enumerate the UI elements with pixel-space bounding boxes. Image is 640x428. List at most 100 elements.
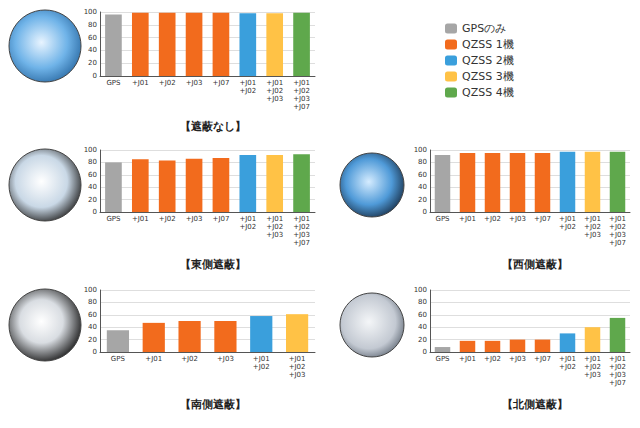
svg-text:100: 100 <box>84 8 97 16</box>
svg-text:+J07: +J07 <box>293 103 310 111</box>
svg-text:+J01: +J01 <box>239 79 256 87</box>
svg-text:+J03: +J03 <box>509 215 526 223</box>
svg-text:+J03: +J03 <box>266 231 283 239</box>
svg-text:+J02: +J02 <box>239 87 256 95</box>
svg-text:+J02: +J02 <box>159 79 176 87</box>
svg-text:+J03: +J03 <box>186 215 203 223</box>
svg-text:+J01: +J01 <box>559 355 576 363</box>
svg-text:+J01: +J01 <box>239 215 256 223</box>
svg-text:+J03: +J03 <box>509 355 526 363</box>
svg-text:GPS: GPS <box>435 215 450 223</box>
svg-text:+J03: +J03 <box>584 371 601 379</box>
svg-text:【南側遮蔽】: 【南側遮蔽】 <box>180 398 246 411</box>
svg-text:100: 100 <box>84 146 97 154</box>
svg-text:0: 0 <box>423 208 427 216</box>
svg-text:60: 60 <box>88 311 97 319</box>
svg-text:40: 40 <box>418 183 427 191</box>
svg-text:【遮蔽なし】: 【遮蔽なし】 <box>180 120 246 133</box>
svg-text:【西側遮蔽】: 【西側遮蔽】 <box>502 258 568 271</box>
svg-text:QZSS 3機: QZSS 3機 <box>462 70 514 83</box>
svg-text:+J07: +J07 <box>293 239 310 247</box>
svg-text:60: 60 <box>88 171 97 179</box>
svg-text:+J01: +J01 <box>609 355 626 363</box>
svg-text:+J01: +J01 <box>266 79 283 87</box>
svg-text:+J02: +J02 <box>484 355 501 363</box>
svg-text:+J02: +J02 <box>266 223 283 231</box>
svg-text:+J02: +J02 <box>609 363 626 371</box>
svg-text:+J01: +J01 <box>584 355 601 363</box>
svg-text:0: 0 <box>423 348 427 356</box>
svg-text:+J07: +J07 <box>534 355 551 363</box>
svg-text:+J02: +J02 <box>181 355 198 363</box>
svg-text:+J02: +J02 <box>559 363 576 371</box>
svg-text:+J01: +J01 <box>289 355 306 363</box>
svg-text:40: 40 <box>88 323 97 331</box>
svg-text:+J03: +J03 <box>186 79 203 87</box>
svg-text:QZSS 2機: QZSS 2機 <box>462 54 514 67</box>
svg-text:GPS: GPS <box>111 355 126 363</box>
svg-text:20: 20 <box>88 336 97 344</box>
svg-text:+J02: +J02 <box>584 363 601 371</box>
svg-text:+J01: +J01 <box>145 355 162 363</box>
svg-text:60: 60 <box>88 34 97 42</box>
svg-text:20: 20 <box>88 196 97 204</box>
svg-text:+J07: +J07 <box>213 215 230 223</box>
svg-text:80: 80 <box>418 298 427 306</box>
svg-text:80: 80 <box>88 298 97 306</box>
svg-text:40: 40 <box>418 323 427 331</box>
svg-text:+J07: +J07 <box>534 215 551 223</box>
svg-text:+J02: +J02 <box>484 215 501 223</box>
svg-text:0: 0 <box>93 348 97 356</box>
svg-text:QZSS 1機: QZSS 1機 <box>462 38 514 51</box>
svg-text:+J03: +J03 <box>609 371 626 379</box>
svg-text:+J03: +J03 <box>584 231 601 239</box>
svg-text:+J07: +J07 <box>609 379 626 387</box>
svg-text:GPS: GPS <box>106 79 121 87</box>
svg-text:+J03: +J03 <box>266 95 283 103</box>
svg-text:+J01: +J01 <box>584 215 601 223</box>
svg-text:+J02: +J02 <box>584 223 601 231</box>
svg-text:100: 100 <box>414 286 427 294</box>
svg-text:+J01: +J01 <box>293 79 310 87</box>
svg-text:+J01: +J01 <box>459 355 476 363</box>
svg-text:+J02: +J02 <box>266 87 283 95</box>
svg-text:+J02: +J02 <box>559 223 576 231</box>
svg-text:+J03: +J03 <box>289 371 306 379</box>
svg-text:+J02: +J02 <box>289 363 306 371</box>
svg-text:GPS: GPS <box>435 355 450 363</box>
svg-text:20: 20 <box>418 196 427 204</box>
svg-text:+J01: +J01 <box>266 215 283 223</box>
svg-text:20: 20 <box>88 59 97 67</box>
svg-text:60: 60 <box>418 171 427 179</box>
svg-text:+J01: +J01 <box>132 215 149 223</box>
svg-text:0: 0 <box>93 208 97 216</box>
svg-text:+J03: +J03 <box>293 95 310 103</box>
svg-text:+J01: +J01 <box>132 79 149 87</box>
svg-text:100: 100 <box>414 146 427 154</box>
svg-text:40: 40 <box>88 46 97 54</box>
svg-text:+J03: +J03 <box>293 231 310 239</box>
svg-text:80: 80 <box>88 158 97 166</box>
svg-text:GPSのみ: GPSのみ <box>462 22 506 35</box>
svg-text:80: 80 <box>418 158 427 166</box>
svg-text:0: 0 <box>93 72 97 80</box>
svg-text:+J01: +J01 <box>609 215 626 223</box>
svg-text:+J02: +J02 <box>239 223 256 231</box>
svg-text:+J02: +J02 <box>609 223 626 231</box>
svg-text:QZSS 4機: QZSS 4機 <box>462 86 514 99</box>
svg-text:【東側遮蔽】: 【東側遮蔽】 <box>180 258 246 271</box>
svg-text:+J01: +J01 <box>253 355 270 363</box>
svg-text:40: 40 <box>88 183 97 191</box>
svg-text:+J02: +J02 <box>293 87 310 95</box>
svg-text:+J01: +J01 <box>459 215 476 223</box>
svg-text:+J03: +J03 <box>609 231 626 239</box>
svg-text:+J02: +J02 <box>253 363 270 371</box>
svg-text:+J07: +J07 <box>609 239 626 247</box>
svg-text:+J01: +J01 <box>559 215 576 223</box>
svg-text:+J02: +J02 <box>293 223 310 231</box>
svg-text:100: 100 <box>84 286 97 294</box>
svg-text:+J03: +J03 <box>217 355 234 363</box>
svg-text:【北側遮蔽】: 【北側遮蔽】 <box>502 398 568 411</box>
svg-text:+J07: +J07 <box>213 79 230 87</box>
svg-text:20: 20 <box>418 336 427 344</box>
